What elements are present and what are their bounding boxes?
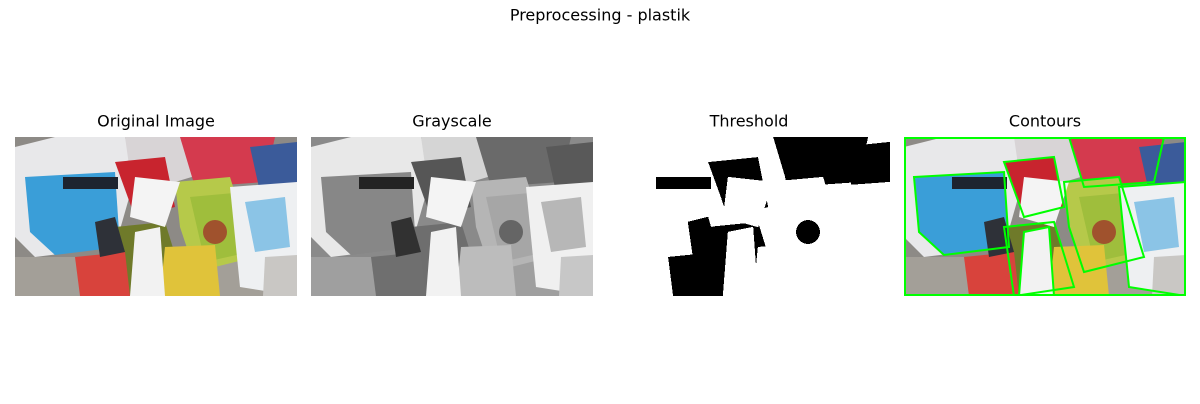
panel-title: Threshold <box>709 112 789 131</box>
image <box>608 137 890 296</box>
panel-title: Contours <box>1009 112 1081 131</box>
panel: Grayscale <box>311 112 593 297</box>
image <box>904 137 1186 296</box>
panel: Contours <box>904 112 1186 296</box>
panel-title: Grayscale <box>412 112 491 131</box>
image <box>15 137 297 296</box>
panel: Original Image <box>15 112 297 297</box>
panel: Threshold <box>608 112 890 297</box>
image <box>311 137 593 296</box>
figure-title: Preprocessing - plastik <box>510 6 691 25</box>
panel-title: Original Image <box>97 112 215 131</box>
